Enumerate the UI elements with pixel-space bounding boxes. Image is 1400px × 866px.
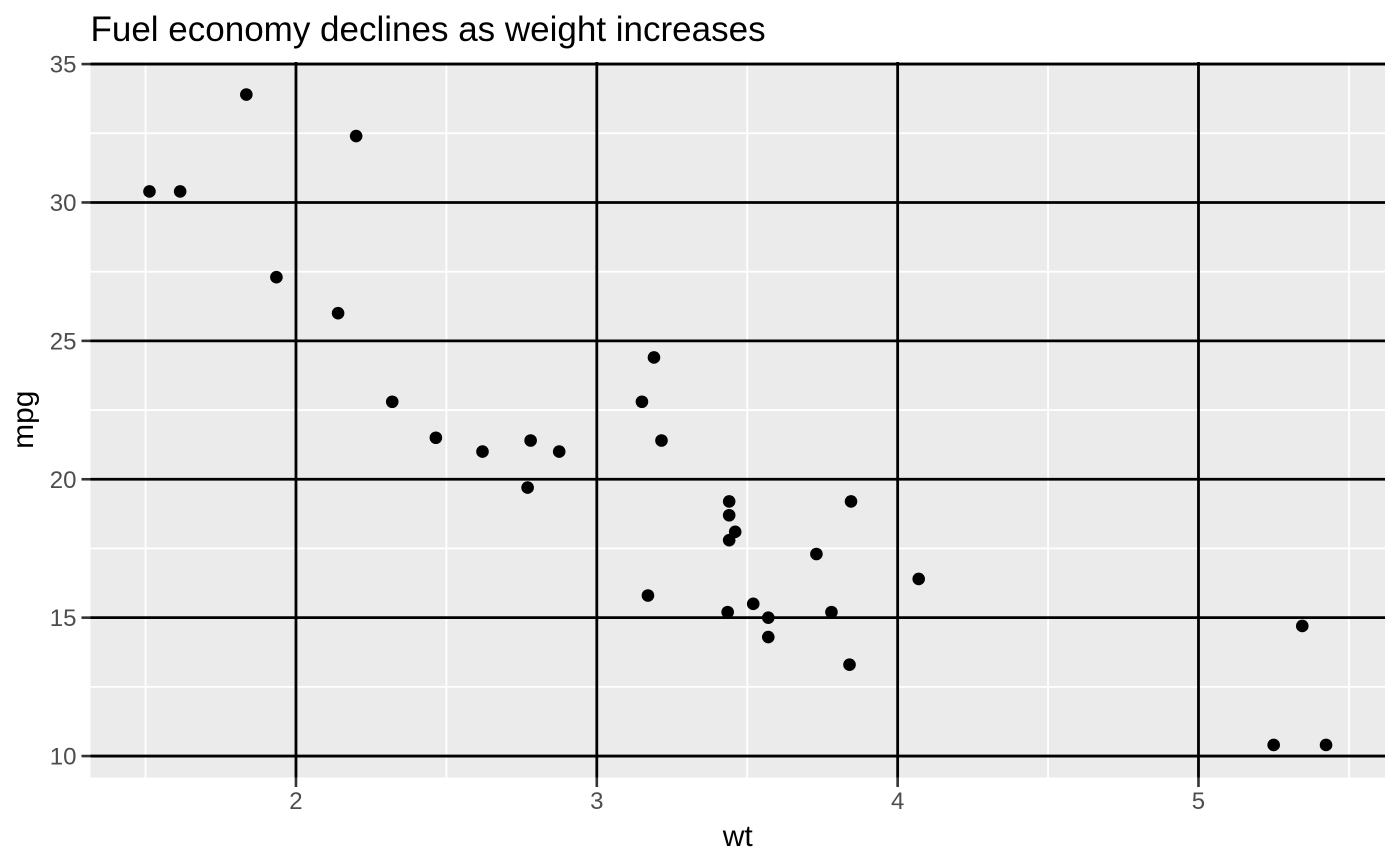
data-point [722, 495, 736, 508]
data-point [349, 129, 363, 143]
data-point [1319, 738, 1333, 752]
data-point [429, 431, 443, 445]
panel-background [90, 62, 1385, 778]
y-axis-tick-labels: 10 15 20 25 30 35 [50, 52, 77, 771]
data-points [143, 88, 1333, 752]
x-tick-label: 4 [891, 788, 904, 815]
data-point [746, 597, 760, 611]
x-axis-title: wt [722, 820, 754, 853]
chart-title: Fuel economy declines as weight increase… [91, 10, 766, 49]
data-point [761, 611, 775, 624]
x-tick-label: 3 [590, 788, 603, 815]
data-point [722, 533, 736, 547]
x-axis-tick-labels: 2 3 4 5 [289, 788, 1205, 815]
data-point [1295, 619, 1309, 633]
data-point [173, 185, 187, 198]
data-point [552, 445, 566, 458]
data-point [912, 572, 926, 586]
data-point [1267, 738, 1280, 752]
y-tick-label: 20 [50, 467, 77, 494]
data-point [524, 434, 537, 447]
minor-gridlines [90, 62, 1385, 778]
data-point [143, 185, 156, 198]
y-tick-label: 25 [50, 328, 77, 355]
data-point [761, 630, 775, 644]
data-point [647, 351, 661, 364]
data-point [844, 495, 858, 508]
data-point [331, 306, 345, 320]
data-point [641, 589, 655, 602]
data-point [655, 434, 668, 447]
y-axis-title: mpg [7, 391, 40, 449]
data-point [825, 605, 838, 619]
data-point [270, 270, 283, 284]
data-point [843, 658, 856, 672]
x-tick-label: 2 [289, 788, 302, 815]
data-point [721, 605, 734, 619]
data-point [521, 481, 534, 494]
y-tick-label: 15 [50, 605, 77, 632]
major-gridlines [90, 62, 1385, 778]
data-point [810, 547, 823, 561]
data-point [722, 508, 736, 522]
data-point [385, 395, 399, 409]
x-tick-label: 5 [1192, 788, 1205, 815]
y-tick-label: 35 [50, 52, 77, 79]
axis-tick-marks [81, 62, 1200, 787]
data-point [476, 445, 489, 458]
y-tick-label: 10 [50, 744, 77, 771]
data-point [240, 88, 253, 101]
y-tick-label: 30 [50, 190, 77, 217]
data-point [635, 395, 649, 409]
